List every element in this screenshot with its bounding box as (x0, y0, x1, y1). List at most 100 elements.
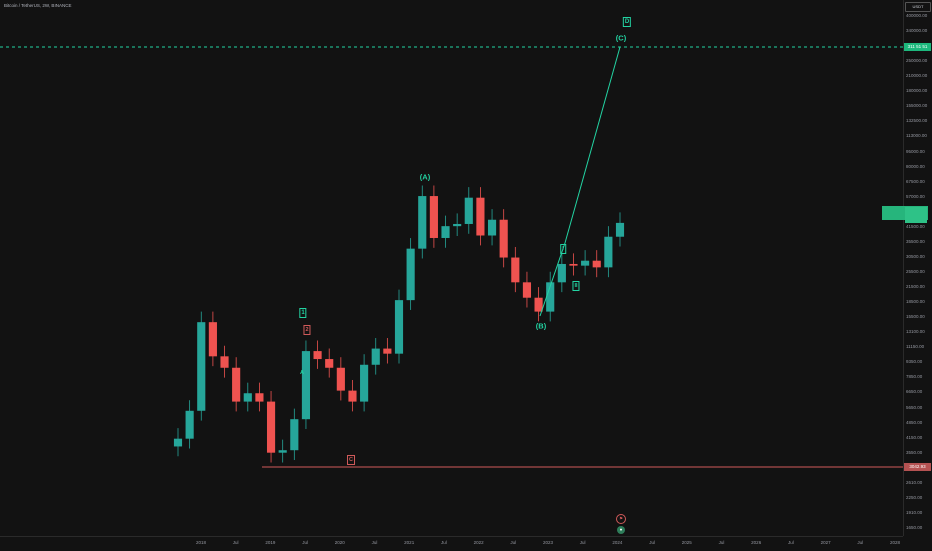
price-tick: 9350.00 (906, 359, 923, 365)
candle[interactable] (348, 390, 357, 402)
price-tick: 4150.00 (906, 434, 923, 440)
price-tick: 2250.00 (906, 494, 923, 500)
time-tick: 2021 (404, 540, 415, 545)
candle[interactable] (383, 348, 392, 354)
time-tick: Jul (302, 540, 308, 545)
candle[interactable] (243, 393, 252, 402)
candle[interactable] (394, 300, 404, 354)
time-tick: Jul (857, 540, 864, 545)
price-tick: 7850.00 (906, 374, 923, 380)
price-tick: 210000.00 (906, 73, 928, 79)
candle[interactable] (325, 359, 334, 368)
earnings-marker-icon[interactable]: ● (617, 526, 625, 534)
price-tick: 30500.00 (906, 253, 925, 259)
price-tick: 11150.00 (906, 344, 925, 350)
symbol-title: Bitcoin / TetherUS, 2W, BINANCE (4, 3, 72, 8)
candle[interactable] (581, 260, 590, 266)
candle[interactable] (511, 257, 520, 283)
candle[interactable] (569, 263, 578, 266)
wave-label-b-major[interactable]: (B) (535, 321, 547, 331)
wave-label-2[interactable]: 2 (303, 325, 311, 335)
candle[interactable] (464, 197, 473, 224)
wave-label-i[interactable]: I (560, 244, 566, 254)
candle[interactable] (208, 322, 217, 357)
price-tick: 2610.00 (906, 479, 923, 485)
price-tick: 250000.00 (906, 58, 928, 64)
time-tick: 2020 (334, 540, 345, 545)
candle[interactable] (522, 282, 532, 298)
price-tick: 57000.00 (906, 193, 925, 199)
candle[interactable] (278, 450, 287, 453)
price-axis[interactable] (903, 0, 932, 536)
time-axis[interactable] (0, 536, 903, 551)
price-tick: 1910.00 (906, 509, 923, 515)
candle[interactable] (487, 219, 497, 236)
candle[interactable] (313, 351, 322, 360)
price-tick: 6650.00 (906, 389, 923, 395)
wave-label-1[interactable]: 1 (299, 308, 307, 318)
time-tick: 2018 (195, 540, 207, 545)
candle[interactable] (534, 297, 543, 312)
candle[interactable] (301, 351, 311, 420)
candle[interactable] (604, 236, 613, 268)
time-tick: 2026 (751, 540, 762, 545)
candle[interactable] (336, 367, 345, 391)
support-price-tag: 3042.93 (904, 463, 931, 471)
currency-label[interactable]: USDT (905, 2, 931, 12)
price-tick: 180000.00 (906, 88, 928, 94)
price-tick: 1650.00 (906, 525, 923, 530)
candle[interactable] (371, 348, 380, 365)
candle[interactable] (173, 438, 183, 447)
candle[interactable] (592, 260, 601, 268)
price-tick: 400000.00 (906, 13, 928, 18)
candle[interactable] (557, 263, 566, 283)
candle[interactable] (185, 410, 194, 439)
candle[interactable] (232, 367, 241, 402)
price-tick: 25500.00 (906, 269, 925, 274)
candles-group (173, 185, 625, 463)
candle[interactable] (429, 196, 438, 238)
wave-label-ii[interactable]: II (572, 281, 580, 291)
time-tick: Jul (788, 540, 794, 545)
candle[interactable] (546, 282, 555, 312)
time-tick: 2025 (681, 540, 692, 545)
candle[interactable] (418, 196, 427, 249)
wave-label-a-small[interactable]: A (300, 370, 304, 376)
candle[interactable] (220, 356, 229, 368)
price-tick: 95000.00 (906, 148, 925, 154)
candle[interactable] (615, 222, 625, 237)
price-tick: 67500.00 (906, 178, 925, 184)
time-tick: 2028 (889, 540, 901, 545)
event-marker-icon[interactable]: ⚑ (616, 514, 626, 524)
wave-label-c-major[interactable]: (C) (615, 33, 627, 43)
time-tick: Jul (579, 540, 586, 545)
time-tick: 2024 (612, 540, 623, 545)
candle[interactable] (476, 197, 485, 236)
candle[interactable] (441, 226, 450, 238)
time-tick: 2027 (820, 540, 831, 545)
current-price-axis-marker (905, 207, 927, 223)
candle[interactable] (255, 393, 264, 402)
wave-label-a-major[interactable]: (A) (419, 172, 431, 182)
time-tick: Jul (371, 540, 378, 545)
time-tick: Jul (510, 540, 517, 545)
candle[interactable] (290, 419, 299, 451)
time-tick: 2022 (473, 540, 484, 545)
candle[interactable] (266, 401, 276, 453)
time-tick: Jul (232, 540, 239, 545)
candle[interactable] (499, 219, 508, 258)
candle[interactable] (197, 322, 206, 411)
wave-projection-line[interactable] (539, 46, 621, 317)
wave-label-c-small[interactable]: C (347, 455, 355, 465)
candle[interactable] (360, 364, 369, 402)
candle[interactable] (453, 223, 462, 227)
candle[interactable] (406, 248, 415, 301)
wave-label-d[interactable]: D (622, 17, 632, 27)
time-tick: Jul (718, 540, 725, 545)
price-tick: 5650.00 (906, 404, 923, 410)
time-tick: Jul (441, 540, 447, 545)
price-tick: 113000.00 (906, 133, 927, 139)
price-tick: 18500.00 (906, 299, 925, 305)
